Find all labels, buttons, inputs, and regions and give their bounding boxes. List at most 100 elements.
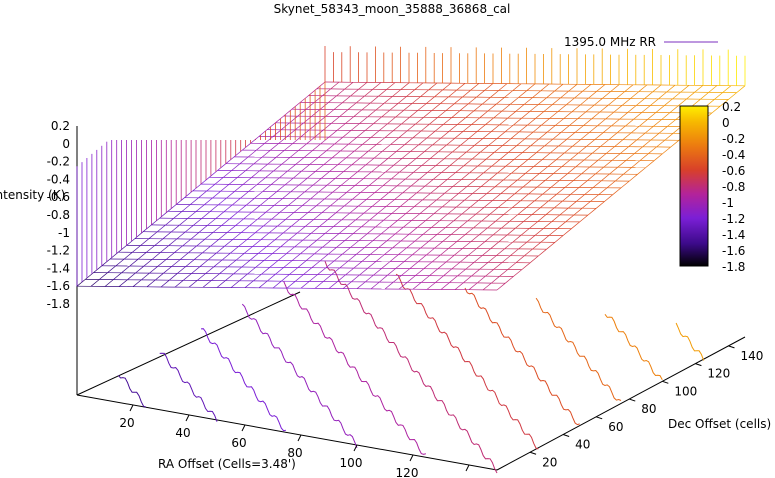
mesh-line: [354, 144, 363, 152]
mesh-line: [333, 253, 343, 262]
mesh-line: [497, 200, 507, 208]
mesh-line: [255, 260, 265, 268]
mesh-line: [383, 96, 393, 104]
mesh-line: [590, 194, 599, 202]
mesh-line: [401, 268, 411, 276]
mesh-line: [386, 233, 396, 242]
colorbar-gradient: [679, 105, 709, 267]
mesh-line: [345, 150, 355, 159]
mesh-line: [571, 104, 581, 113]
mesh-line: [406, 89, 415, 97]
mesh-line: [568, 84, 578, 92]
mesh-line: [425, 96, 435, 104]
mesh-line: [165, 218, 174, 226]
mesh-line: [433, 172, 442, 180]
mesh-line: [383, 213, 393, 221]
mesh-line: [401, 151, 411, 159]
mesh-line: [262, 184, 272, 192]
mesh-line: [372, 82, 382, 90]
mesh-line: [624, 84, 634, 92]
mesh-line: [223, 204, 233, 213]
mesh-line: [155, 272, 164, 281]
mesh-line: [477, 275, 486, 284]
mesh-line: [242, 177, 252, 185]
mesh-line: [311, 109, 321, 117]
mesh-line: [387, 268, 397, 276]
mesh-line: [559, 173, 568, 181]
mesh-line: [520, 193, 529, 202]
mesh-line: [264, 136, 274, 144]
mesh-line: [477, 158, 487, 167]
mesh-line: [496, 131, 506, 139]
chart-title: Skynet_58343_moon_35888_36868_cal: [274, 2, 511, 16]
mesh-line: [439, 96, 449, 104]
mesh-line: [289, 115, 298, 124]
mesh-line: [244, 280, 254, 288]
mesh-line: [284, 143, 293, 151]
mesh-line: [547, 159, 557, 167]
mesh-line: [680, 85, 690, 93]
mesh-line: [382, 144, 391, 152]
mesh-line: [506, 227, 516, 236]
mesh-line: [254, 191, 263, 199]
mesh-line: [582, 84, 592, 92]
mesh-line: [261, 267, 271, 275]
x-tick-mark: [185, 414, 190, 422]
mesh-line: [469, 200, 479, 208]
mesh-line: [495, 97, 505, 105]
mesh-line: [517, 173, 526, 181]
mesh-line: [303, 267, 313, 275]
x-tick-mark: [241, 424, 246, 432]
mesh-line: [457, 151, 467, 160]
mesh-line: [340, 143, 349, 152]
mesh-line: [521, 111, 531, 119]
mesh-line: [525, 200, 535, 208]
mesh-line: [375, 102, 385, 111]
mesh-line: [317, 267, 327, 275]
mesh-line: [449, 158, 459, 166]
mesh-line: [398, 282, 408, 290]
mesh-line: [252, 239, 262, 247]
mesh-line: [484, 234, 494, 242]
mesh-line: [478, 227, 488, 236]
y-tick-labels: 20 40 60 80 100 120 140: [529, 345, 763, 469]
mesh-line: [321, 205, 331, 213]
mesh-line: [598, 187, 608, 195]
mesh-line: [331, 150, 341, 159]
mesh-line: [565, 97, 575, 106]
mesh-line: [315, 198, 325, 207]
mesh-line: [230, 246, 239, 254]
mesh-line: [369, 95, 379, 104]
mesh-line: [505, 276, 514, 284]
mesh-line: [231, 197, 241, 206]
mesh-line: [525, 166, 535, 174]
mesh-line: [454, 131, 464, 139]
mesh-line: [200, 177, 210, 185]
mesh-line: [272, 246, 281, 254]
mesh-line: [146, 279, 156, 288]
mesh-line: [585, 104, 595, 113]
mesh-line: [518, 124, 528, 133]
mesh-line: [341, 95, 351, 104]
mesh-line: [471, 151, 481, 160]
mesh-line: [546, 90, 555, 99]
mesh-line: [312, 143, 321, 151]
mesh-line: [653, 119, 662, 127]
mesh-line: [596, 84, 606, 92]
mesh-line: [297, 109, 307, 117]
mesh-line: [215, 211, 225, 219]
mesh-line: [230, 280, 240, 288]
mesh-line: [341, 212, 351, 221]
mesh-line: [276, 184, 286, 192]
mesh-line: [126, 238, 136, 246]
mesh-line: [412, 247, 421, 256]
mesh-line: [648, 146, 657, 154]
mesh-line: [154, 238, 164, 246]
mesh-line: [402, 185, 412, 194]
mesh-line: [254, 225, 264, 234]
mesh-line: [191, 266, 201, 274]
mesh-line: [306, 136, 316, 145]
mesh-line: [177, 266, 187, 274]
mesh-line: [480, 145, 489, 153]
mesh-line: [588, 91, 597, 99]
